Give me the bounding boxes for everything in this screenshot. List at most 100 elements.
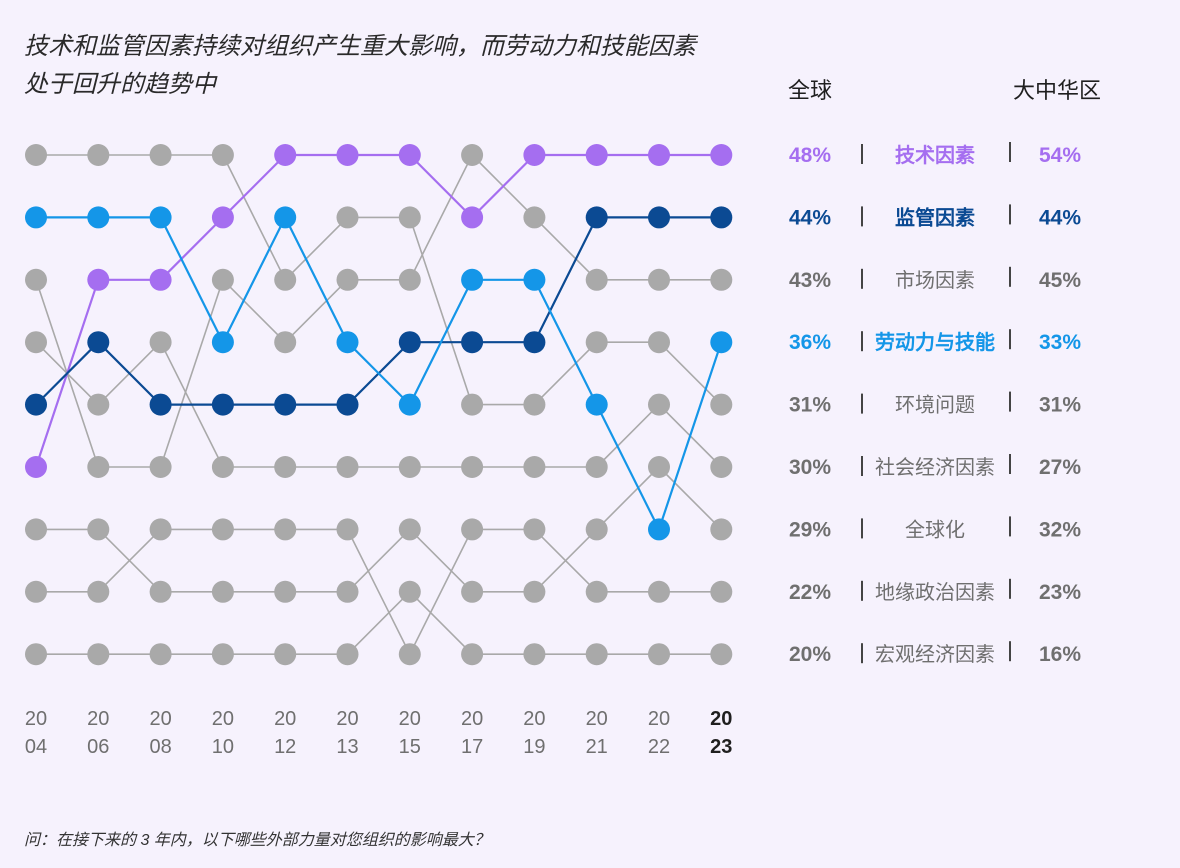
x-tick-label-bottom: 10: [212, 736, 234, 758]
data-point: [648, 268, 670, 291]
data-point: [87, 393, 110, 416]
data-point: [211, 580, 234, 603]
series-line: [35, 216, 722, 406]
data-point: [87, 206, 110, 229]
x-tick-label-top: 20: [274, 708, 296, 730]
data-point: [336, 518, 359, 541]
data-point: [461, 144, 484, 166]
data-point: [585, 643, 608, 666]
data-point: [461, 456, 484, 478]
data-point: [585, 206, 608, 229]
legend-series-name: 社会经济因素: [875, 456, 995, 479]
data-point: [149, 268, 172, 291]
legend-china-value: 45%: [1039, 269, 1081, 292]
x-tick-label-bottom: 08: [149, 736, 171, 758]
legend-china-value: 31%: [1039, 394, 1081, 417]
data-point: [149, 144, 172, 166]
data-point: [336, 580, 359, 603]
x-tick-label-top: 20: [149, 708, 171, 730]
data-point: [523, 331, 546, 354]
data-point: [25, 643, 47, 666]
x-tick-label-top: 20: [336, 708, 358, 730]
legend-global-value: 43%: [789, 269, 831, 292]
data-point: [25, 331, 47, 354]
data-point: [211, 144, 234, 166]
data-point: [710, 580, 733, 603]
data-point: [25, 393, 47, 416]
survey-question: 问：在接下来的 3 年内，以下哪些外部力量对您组织的影响最大？: [24, 832, 490, 849]
legend-divider-right: [1009, 204, 1011, 225]
data-point: [648, 393, 670, 416]
legend-china-value: 54%: [1039, 144, 1081, 167]
data-point: [274, 331, 297, 354]
chart-title: 技术和监管因素持续对组织产生重大影响，而劳动力和技能因素 处于回升的趋势中: [24, 28, 744, 104]
data-point: [211, 456, 234, 478]
legend-series-name: 宏观经济因素: [875, 643, 995, 666]
data-point: [211, 206, 234, 229]
x-tick-label-bottom: 04: [25, 736, 47, 758]
data-point: [648, 518, 670, 541]
data-point: [585, 268, 608, 291]
series-line: [36, 466, 722, 593]
data-point: [336, 331, 359, 354]
data-point: [274, 144, 297, 166]
data-point: [149, 393, 172, 416]
legend-global-value: 29%: [789, 518, 831, 541]
legend-china-value: 32%: [1039, 518, 1081, 541]
legend-divider-right: [1009, 516, 1011, 537]
data-point: [461, 268, 484, 291]
title-line-2: 处于回升的趋势中: [24, 71, 216, 98]
data-point: [87, 643, 110, 666]
series-line: [35, 341, 722, 468]
legend-divider-right: [1009, 329, 1011, 350]
x-tick-label-bottom: 06: [87, 736, 109, 758]
data-point: [710, 268, 733, 291]
data-point: [336, 393, 359, 416]
legend-china-value: 16%: [1039, 643, 1081, 666]
data-point: [87, 580, 110, 603]
data-point: [461, 518, 484, 541]
legend-divider-right: [1009, 142, 1011, 162]
data-point: [710, 456, 733, 478]
x-tick-label-bottom: 15: [399, 736, 421, 758]
legend-global-value: 36%: [789, 331, 831, 354]
data-point: [398, 206, 421, 229]
data-point: [87, 144, 110, 166]
data-point: [25, 580, 47, 603]
data-point: [585, 518, 608, 541]
data-point: [461, 206, 484, 229]
legend-series-name: 技术因素: [895, 143, 975, 167]
data-point: [336, 144, 359, 166]
data-point: [398, 393, 421, 416]
x-tick-label-top: 20: [648, 708, 670, 730]
legend-divider-left: [861, 144, 863, 164]
data-point: [398, 268, 421, 291]
data-point: [398, 144, 421, 166]
data-point: [710, 518, 733, 541]
data-point: [87, 518, 110, 541]
data-point: [585, 456, 608, 478]
data-point: [523, 206, 546, 229]
data-point: [523, 393, 546, 416]
x-tick-label-top: 20: [87, 708, 109, 730]
legend-series-name: 市场因素: [895, 269, 975, 292]
x-tick-label-bottom: 23: [710, 736, 732, 758]
x-tick-label-bottom: 13: [336, 736, 358, 758]
x-tick-label-top: 20: [212, 708, 234, 730]
data-point: [398, 331, 421, 354]
legend-china-value: 44%: [1039, 206, 1081, 229]
data-point: [87, 331, 110, 354]
data-point: [523, 518, 546, 541]
data-point: [149, 331, 172, 354]
x-tick-label-bottom: 12: [274, 736, 296, 758]
series-line: [36, 528, 722, 656]
legend-series-name: 全球化: [905, 518, 965, 541]
x-tick-label-top: 20: [25, 708, 47, 730]
data-point: [25, 456, 47, 478]
legend-divider-right: [1009, 266, 1011, 287]
series-line: [36, 590, 722, 656]
legend-global-value: 20%: [789, 643, 831, 666]
data-point: [398, 580, 421, 603]
data-point: [87, 268, 110, 291]
